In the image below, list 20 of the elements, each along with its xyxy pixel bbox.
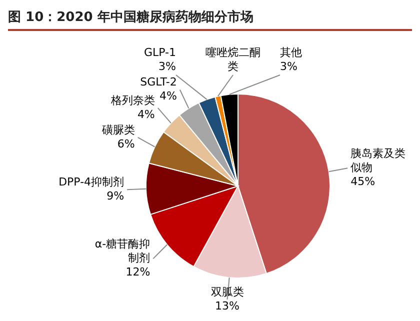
data-label: 3% — [158, 60, 176, 74]
slice-label: 双胍类 — [210, 285, 244, 299]
data-label: 6% — [117, 137, 135, 150]
slice-label: 磺脲类 — [100, 123, 135, 136]
data-label: 4% — [137, 108, 155, 121]
slice-label: 噻唑烷二酮类 — [206, 46, 260, 74]
slice-label: DPP-4抑制剂 — [58, 176, 124, 189]
data-label: 3% — [280, 60, 298, 74]
slice-label: SGLT-2 — [140, 76, 177, 89]
data-label: 9% — [106, 190, 124, 203]
slice-label: 其他 — [280, 46, 302, 60]
data-label: 12% — [126, 266, 150, 279]
slice-label: α-糖苷酶抑制剂 — [94, 238, 150, 265]
data-label: 13% — [215, 299, 240, 313]
slice-label: 胰岛素及类似物 — [350, 147, 406, 174]
slice-label: 格列奈类 — [110, 94, 155, 107]
chart-title: 图 10：2020 年中国糖尿病药物细分市场 — [8, 8, 412, 31]
data-label: 45% — [350, 175, 376, 188]
slice-label: GLP-1 — [144, 46, 176, 60]
data-label: 4% — [159, 90, 177, 103]
